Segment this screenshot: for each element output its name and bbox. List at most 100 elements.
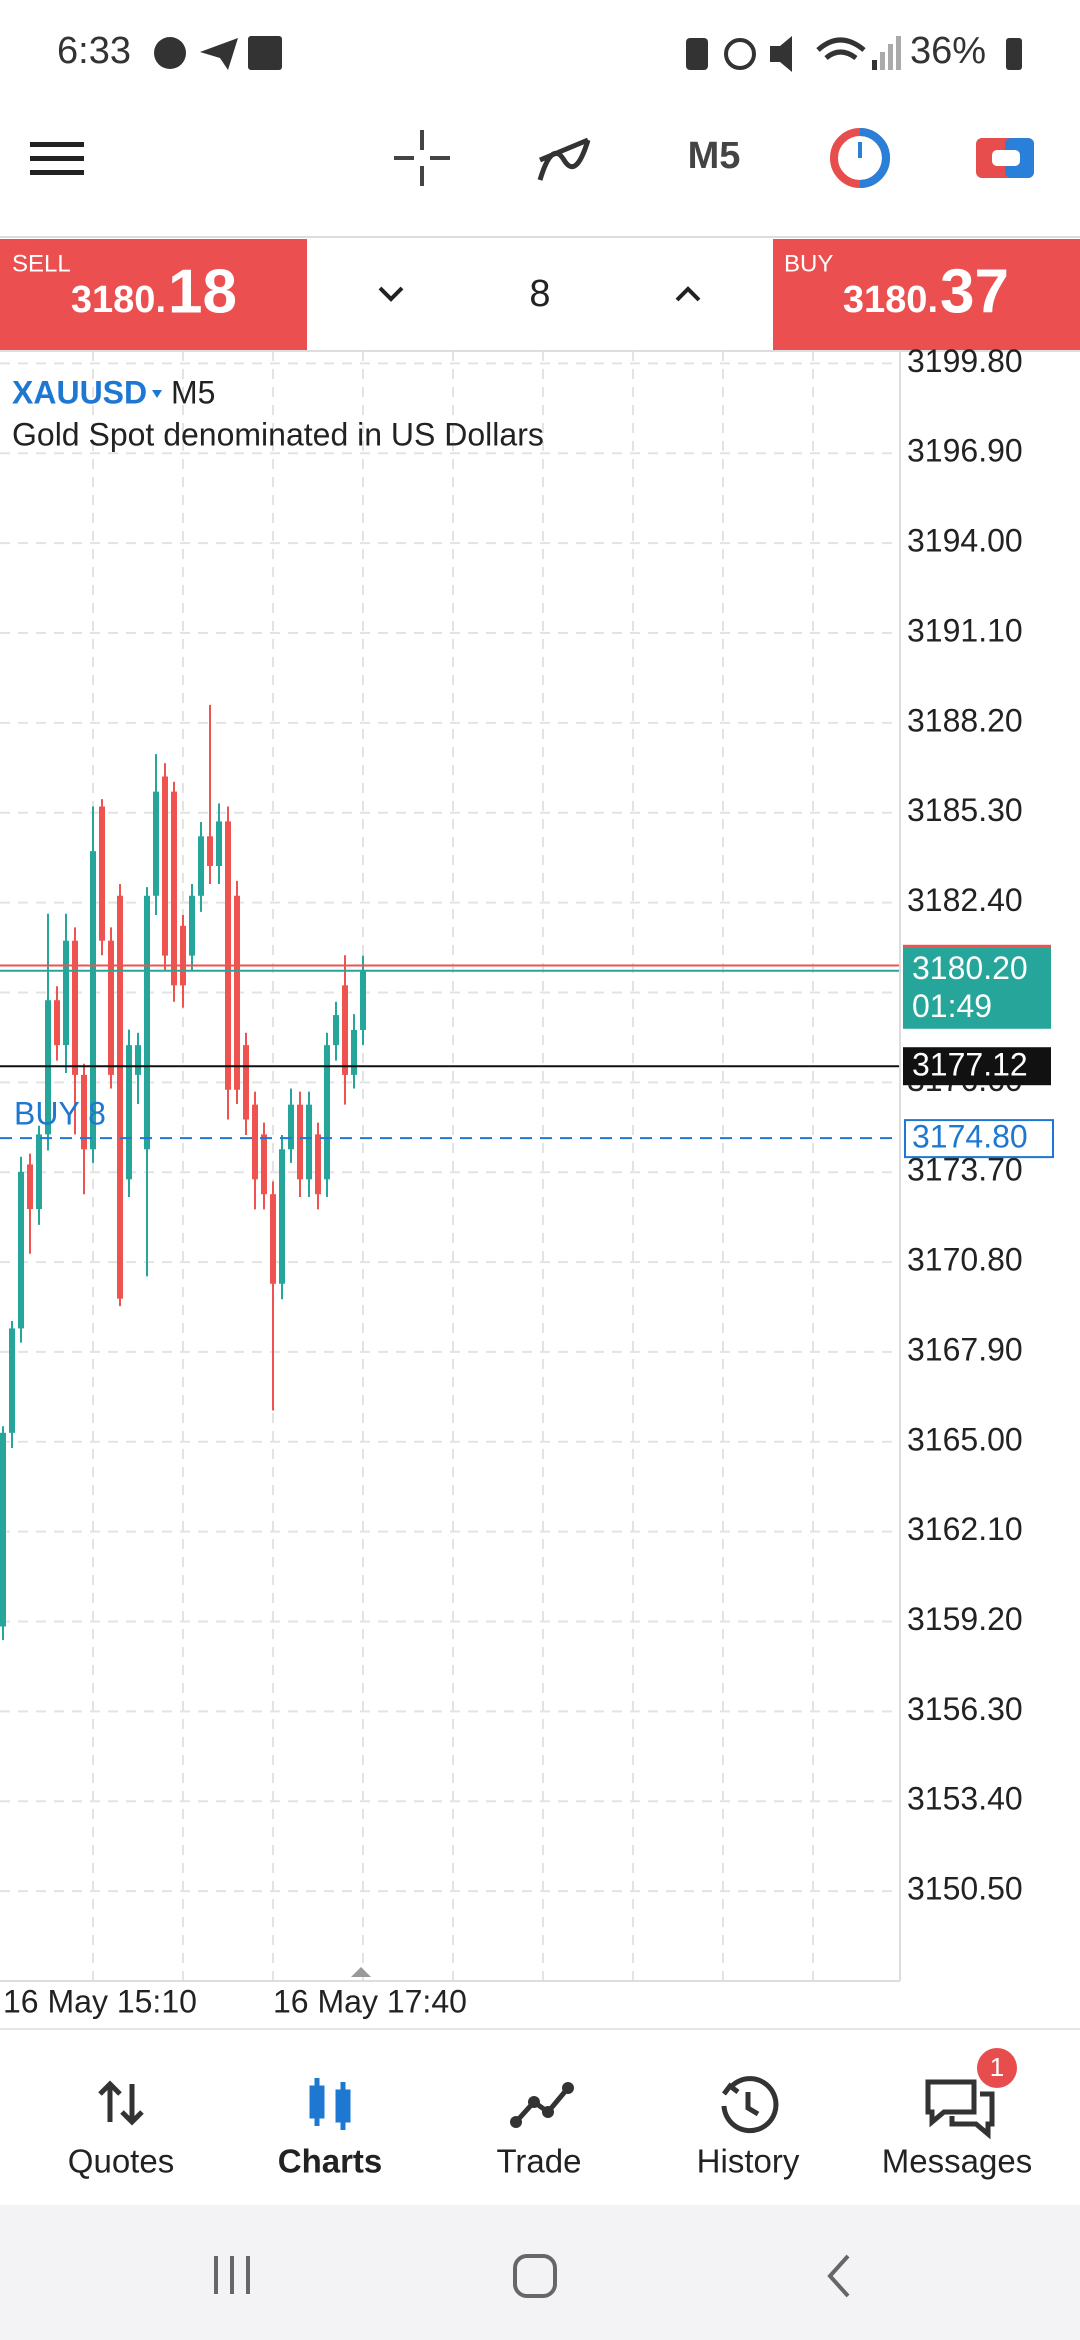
badge	[977, 2048, 1017, 2088]
y-tick-label: 3165.00	[907, 1421, 1023, 1457]
y-tick-label: 3194.00	[907, 523, 1023, 559]
chart-timeframe: M5	[171, 374, 215, 410]
y-tick-label: 3191.10	[907, 612, 1023, 648]
timeframe-button[interactable]: M5	[688, 135, 741, 177]
candle-body	[234, 895, 240, 1090]
candle-body	[360, 970, 366, 1030]
symbol-description: Gold Spot denominated in US Dollars	[12, 416, 544, 452]
candle-body	[243, 1045, 249, 1120]
candle-body	[63, 940, 69, 1046]
toolbar: M5	[30, 128, 1034, 188]
candle-body	[297, 1104, 303, 1180]
candle-body	[189, 895, 195, 956]
bid-box	[903, 946, 1051, 1029]
candle-body	[27, 1164, 33, 1210]
scroll-marker	[351, 1967, 371, 1977]
candle-body	[351, 1029, 357, 1075]
buy-button[interactable]	[773, 239, 1080, 351]
candle-body	[18, 1171, 24, 1329]
candle-body	[216, 821, 222, 867]
candle-body	[225, 821, 231, 1090]
y-tick-label: 3170.80	[907, 1242, 1023, 1278]
sell-price: 3180.	[71, 279, 166, 321]
candle-body	[0, 1432, 6, 1627]
candle-body	[171, 791, 177, 986]
system-nav-buttons	[214, 2254, 850, 2298]
chart-plot	[0, 704, 366, 1641]
candle-body	[252, 1104, 258, 1180]
candle-body	[162, 776, 168, 956]
candle-body	[270, 1194, 276, 1284]
y-tick-label: 3159.20	[907, 1601, 1023, 1637]
x-tick-label: 16 May 15:10	[3, 1983, 197, 2019]
candle-body	[153, 791, 159, 896]
y-tick-label: 3162.10	[907, 1511, 1023, 1547]
candle-body	[288, 1104, 294, 1150]
volume-value[interactable]: 8	[529, 273, 550, 315]
candle-body	[315, 1134, 321, 1195]
candle-body	[261, 1134, 267, 1195]
trade-panel: SELL 3180. 18 8 BUY 3180. 37	[0, 239, 1080, 351]
candle-body	[279, 1149, 285, 1284]
candle-body	[90, 851, 96, 1150]
candle-body	[198, 836, 204, 896]
y-tick-label: 3150.50	[907, 1871, 1023, 1907]
sell-button[interactable]	[0, 239, 307, 351]
indicators-button[interactable]	[537, 137, 591, 181]
sell-label: SELL	[12, 250, 71, 277]
sell-price-big: 18	[168, 257, 237, 326]
candle-body	[306, 1104, 312, 1180]
candle-body	[135, 1045, 141, 1075]
candle-body	[207, 836, 213, 867]
badge-count: 1	[990, 2052, 1004, 2082]
system-nav	[0, 2205, 1080, 2340]
y-tick-label: 3167.90	[907, 1331, 1023, 1367]
volume-down[interactable]	[378, 286, 404, 302]
buy-price: 3180.	[843, 279, 938, 321]
candle-body	[108, 940, 114, 1075]
candle-body	[36, 1134, 42, 1210]
nav-label[interactable]: History	[697, 2143, 800, 2180]
countdown: 01:49	[912, 988, 992, 1024]
position-box	[904, 1119, 1054, 1159]
chart-overlay: 3199.80 3196.90 3194.00 3191.10 3188.20 3185.…	[0, 343, 1054, 2019]
buy-label: BUY	[784, 250, 833, 277]
nav-icon-quotes	[98, 2080, 144, 2126]
candle-body	[126, 1045, 132, 1180]
nav-label[interactable]: Trade	[497, 2143, 582, 2180]
nav-icon-history	[721, 2076, 779, 2134]
status-time: 6:33	[57, 30, 131, 72]
candle-body	[324, 1045, 330, 1180]
y-tick-label: 3153.40	[907, 1781, 1023, 1817]
candle-body	[180, 925, 186, 986]
menu-button[interactable]	[30, 142, 84, 175]
symbol-dropdown[interactable]	[152, 390, 162, 398]
candle-body	[54, 1000, 60, 1046]
one-click-button[interactable]	[976, 138, 1034, 178]
volume-up[interactable]	[675, 286, 701, 302]
y-tick-label: 3182.40	[907, 882, 1023, 918]
candle-body	[45, 1000, 51, 1135]
last-price-box	[903, 1047, 1051, 1086]
ask-box-edge	[903, 944, 1051, 948]
nav-label[interactable]: Messages	[882, 2143, 1032, 2180]
symbol[interactable]: XAUUSD	[12, 374, 147, 410]
candle-body	[9, 1328, 15, 1433]
trade-clock-button[interactable]	[830, 128, 890, 188]
y-tick-label: 3156.30	[907, 1691, 1023, 1727]
candle-body	[81, 1074, 87, 1150]
nav-icon-messages	[925, 2079, 995, 2140]
nav-label[interactable]: Quotes	[68, 2143, 174, 2180]
nav-icon-charts	[309, 2078, 351, 2130]
crosshair-button[interactable]	[394, 130, 450, 186]
bottom-nav	[0, 2029, 1080, 2205]
y-tick-label: 3185.30	[907, 792, 1023, 828]
y-tick-label: 3199.80	[907, 343, 1023, 379]
candle-body	[117, 895, 123, 1299]
candle-body	[144, 895, 150, 1150]
nav-label[interactable]: Charts	[278, 2143, 383, 2180]
candle-body	[333, 1015, 339, 1046]
nav-icon-trade	[510, 2082, 574, 2128]
